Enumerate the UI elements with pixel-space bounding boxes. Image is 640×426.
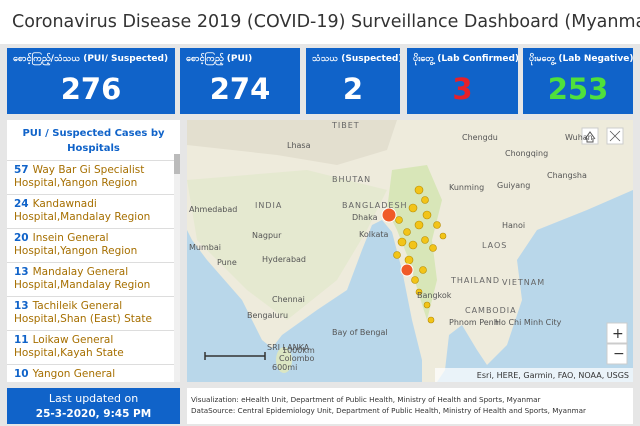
place-label: Kolkata xyxy=(359,230,388,239)
scale-label: 600mi xyxy=(272,363,297,372)
place-label: Lhasa xyxy=(287,141,311,150)
case-count: 13 xyxy=(14,300,29,312)
tile-label: သံသယ (Suspected) xyxy=(312,54,400,64)
case-count: 24 xyxy=(14,198,29,210)
hospital-name: Kandawnadi Hospital,Mandalay Region xyxy=(14,198,151,223)
updated-time: 25-3-2020, 9:45 PM xyxy=(35,408,152,420)
stat-tile: ပိုးတွေ့ (Lab Confirmed) 3 xyxy=(407,48,518,114)
credit-line: DataSource: Central Epidemiology Unit, D… xyxy=(191,406,586,415)
place-label: Nagpur xyxy=(252,231,282,240)
place-label: Ho Chi Minh City xyxy=(495,318,562,327)
tile-label: စောင့်ကြည့်/သံသယ (PUI/ Suspected) xyxy=(13,54,169,64)
place-label: Pune xyxy=(217,258,237,267)
scrollbar[interactable] xyxy=(174,154,180,382)
place-label: Changsha xyxy=(547,171,587,180)
tile-label: ပိုးမတွေ့ (Lab Negative) xyxy=(529,54,633,64)
tile-label: စောင့်ကြည့် (PUI) xyxy=(186,54,253,64)
tile-value: 253 xyxy=(547,72,609,106)
last-updated: Last updated on 25-3-2020, 9:45 PM xyxy=(7,388,180,424)
hospital-name: Tachileik General Hospital,Shan (East) S… xyxy=(14,300,152,325)
stat-tile: စောင့်ကြည့် (PUI) 274 xyxy=(180,48,300,114)
attribution: Esri, HERE, Garmin, FAO, NOAA, USGS xyxy=(477,371,629,380)
case-count: 10 xyxy=(14,368,29,380)
place-label: Phnom Penh xyxy=(449,318,499,327)
updated-label: Last updated on xyxy=(48,392,139,405)
tile-value: 2 xyxy=(342,72,364,106)
place-label: Bay of Bengal xyxy=(332,328,388,337)
hospital-list: PUI / Suspected Cases by Hospitals 57 Way… xyxy=(7,120,180,382)
country-label: TIBET xyxy=(331,121,360,130)
country-label: VIETNAM xyxy=(502,278,545,287)
tile-value: 276 xyxy=(60,72,122,106)
place-label: Guiyang xyxy=(497,181,530,190)
place-label: Colombo xyxy=(279,354,314,363)
stat-tile: ပိုးမတွေ့ (Lab Negative) 253 xyxy=(523,48,633,114)
case-count: 13 xyxy=(14,266,29,278)
place-label: Wuhan xyxy=(565,133,593,142)
place-label: Chennai xyxy=(272,295,305,304)
svg-text:−: − xyxy=(613,346,625,362)
stat-tile: သံသယ (Suspected) 2 xyxy=(306,48,400,114)
case-count: 11 xyxy=(14,334,29,346)
place-label: Bangkok xyxy=(417,291,452,300)
country-label: INDIA xyxy=(255,201,282,210)
place-label: Mumbai xyxy=(189,243,221,252)
hospital-name: Way Bar Gi Specialist Hospital,Yangon Re… xyxy=(14,164,145,189)
hospital-item: 13 Tachileik General Hospital,Shan (East)… xyxy=(7,296,180,330)
map[interactable]: + − 1000km 600mi TIBET Lhasa Chengdu Chongq… xyxy=(187,120,633,382)
hospital-item: 11 Loikaw General Hospital,Kayah State xyxy=(7,330,180,364)
map-canvas: + − 1000km 600mi TIBET Lhasa Chengdu Chongq… xyxy=(187,120,633,382)
place-label: Chongqing xyxy=(505,149,548,158)
hospital-name: Loikaw General Hospital,Kayah State xyxy=(14,334,124,359)
country-label: BHUTAN xyxy=(332,175,371,184)
tile-value: 274 xyxy=(209,72,271,106)
credits: Visualization: eHealth Unit, Department … xyxy=(187,388,633,424)
tile-label: ပိုးတွေ့ (Lab Confirmed) xyxy=(413,54,518,64)
country-label: THAILAND xyxy=(450,276,500,285)
hospital-item: 13 Mandalay General Hospital,Mandalay Reg… xyxy=(7,262,180,296)
hospital-name: Yangon General Hospital,Yangon Region xyxy=(14,368,137,382)
place-label: SRI LANKA xyxy=(267,343,310,352)
hospital-item: 24 Kandawnadi Hospital,Mandalay Region xyxy=(7,194,180,228)
hospital-item: 20 Insein General Hospital,Yangon Region xyxy=(7,228,180,262)
stat-tile: စောင့်ကြည့်/သံသယ (PUI/ Suspected) 276 xyxy=(7,48,175,114)
place-label: Kunming xyxy=(449,183,484,192)
case-count: 57 xyxy=(14,164,29,176)
hospital-name: Mandalay General Hospital,Mandalay Regio… xyxy=(14,266,151,291)
case-count: 20 xyxy=(14,232,29,244)
hospital-name: Insein General Hospital,Yangon Region xyxy=(14,232,138,257)
tile-value: 3 xyxy=(452,72,473,106)
place-label: Dhaka xyxy=(352,213,378,222)
list-items: 57 Way Bar Gi Specialist Hospital,Yangon … xyxy=(7,160,180,382)
place-label: Bengaluru xyxy=(247,311,288,320)
country-label: CAMBODIA xyxy=(465,306,517,315)
place-label: Chengdu xyxy=(462,133,498,142)
place-label: Ahmedabad xyxy=(189,205,237,214)
place-label: Hyderabad xyxy=(262,255,306,264)
dashboard-title: Coronavirus Disease 2019 (COVID-19) Surv… xyxy=(0,0,640,44)
svg-text:+: + xyxy=(612,326,624,342)
list-title: PUI / Suspected Cases by Hospitals xyxy=(22,128,165,154)
hospital-item: 57 Way Bar Gi Specialist Hospital,Yangon … xyxy=(7,160,180,194)
country-label: LAOS xyxy=(482,241,507,250)
place-label: Hanoi xyxy=(502,221,525,230)
country-label: BANGLADESH xyxy=(342,201,408,210)
credit-line: Visualization: eHealth Unit, Department … xyxy=(191,395,541,404)
scale-label: 1000km xyxy=(282,346,315,355)
